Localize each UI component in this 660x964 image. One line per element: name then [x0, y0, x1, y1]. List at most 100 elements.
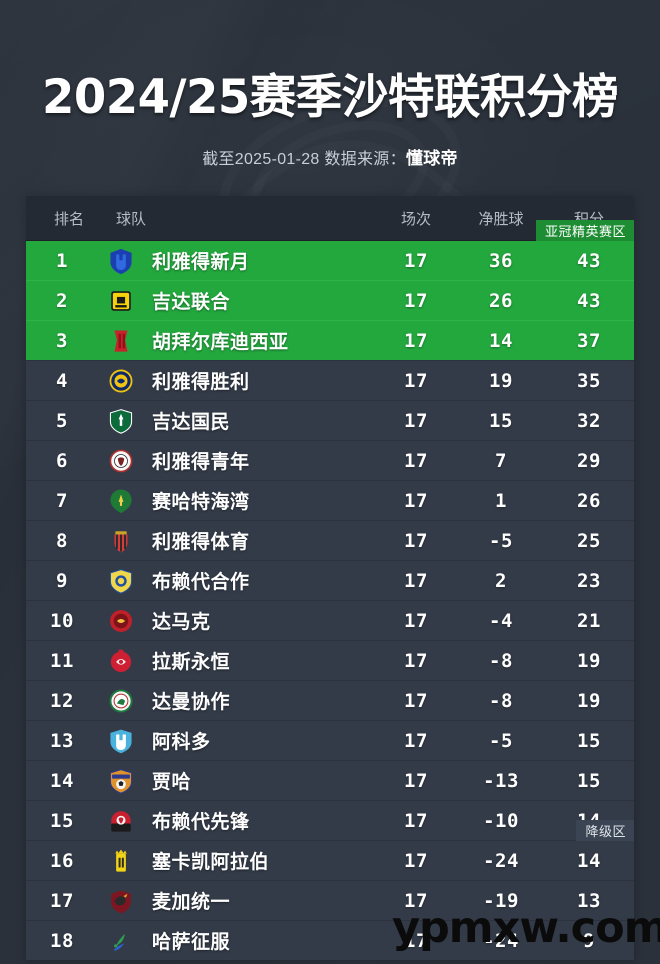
table-row[interactable]: 9 布赖代合作 17 2 23 — [26, 560, 634, 600]
table-row[interactable]: 13 阿科多 17 -5 15 — [26, 720, 634, 760]
table-row[interactable]: 6 利雅得青年 17 7 29 — [26, 440, 634, 480]
cell-played: 17 — [404, 289, 428, 312]
al-ettifaq-crest-icon — [98, 688, 144, 714]
cell-goal-difference: -24 — [483, 849, 519, 872]
cell-rank: 3 — [56, 329, 68, 352]
cell-team-name[interactable]: 吉达国民 — [152, 411, 231, 433]
cell-rank: 5 — [56, 409, 68, 432]
table-header-row: 排名 球队 场次 净胜球 积分 — [26, 196, 634, 240]
cell-rank: 12 — [50, 689, 74, 712]
cell-points: 43 — [577, 289, 601, 312]
cell-rank: 17 — [50, 889, 74, 912]
table-row[interactable]: 亚冠精英赛区 1 利雅得新月 17 36 43 — [26, 220, 634, 280]
al-ahli-crest-icon — [98, 408, 144, 434]
table-row[interactable]: 5 吉达国民 17 15 32 — [26, 400, 634, 440]
cell-goal-difference: -5 — [489, 729, 513, 752]
cell-points: 15 — [577, 769, 601, 792]
cell-goal-difference: 36 — [489, 249, 513, 272]
table-row[interactable]: 降级区 16 塞卡凯阿拉伯 17 -24 14 — [26, 820, 634, 880]
al-wehda-crest-icon — [98, 888, 144, 914]
table-row[interactable]: 11 拉斯永恒 17 -8 19 — [26, 640, 634, 680]
cell-goal-difference: -8 — [489, 689, 513, 712]
cell-goal-difference: -4 — [489, 609, 513, 632]
cell-team-name[interactable]: 利雅得体育 — [152, 531, 250, 553]
cell-played: 17 — [404, 489, 428, 512]
cell-team-name[interactable]: 赛哈特海湾 — [152, 491, 250, 513]
cell-played: 17 — [404, 569, 428, 592]
cell-played: 17 — [404, 369, 428, 392]
cell-rank: 6 — [56, 449, 68, 472]
cell-rank: 4 — [56, 369, 68, 392]
al-ittihad-crest-icon — [98, 288, 144, 314]
al-qadsiah-crest-icon — [98, 328, 144, 354]
cell-team-name[interactable]: 阿科多 — [152, 731, 211, 753]
cell-rank: 2 — [56, 289, 68, 312]
cell-played: 17 — [404, 889, 428, 912]
al-taawoun-crest-icon — [98, 568, 144, 594]
cell-goal-difference: 2 — [495, 569, 507, 592]
cell-team-name[interactable]: 哈萨征服 — [152, 931, 231, 953]
cell-goal-difference: -8 — [489, 649, 513, 672]
al-raed-crest-icon — [98, 808, 144, 834]
cell-team-name[interactable]: 塞卡凯阿拉伯 — [152, 851, 270, 873]
page-title: 2024/25赛季沙特联积分榜 — [41, 70, 619, 125]
standings-table: 排名 球队 场次 净胜球 积分 亚冠精英赛区 1 利雅得新月 17 36 43 2 吉达联合 1… — [26, 196, 634, 960]
cell-goal-difference: 7 — [495, 449, 507, 472]
cell-goal-difference: 15 — [489, 409, 513, 432]
cell-played: 17 — [404, 329, 428, 352]
table-row[interactable]: 14 贾哈 17 -13 15 — [26, 760, 634, 800]
cell-goal-difference: 19 — [489, 369, 513, 392]
cell-rank: 9 — [56, 569, 68, 592]
zone-badge-relegation: 降级区 — [576, 820, 634, 841]
cell-played: 17 — [404, 729, 428, 752]
table-row[interactable]: 12 达曼协作 17 -8 19 — [26, 680, 634, 720]
cell-goal-difference: 1 — [495, 489, 507, 512]
subtitle-prefix: 截至2025-01-28 数据来源： — [202, 151, 406, 168]
cell-team-name[interactable]: 利雅得青年 — [152, 451, 250, 473]
cell-goal-difference: 14 — [489, 329, 513, 352]
al-riyadh-crest-icon — [98, 528, 144, 554]
table-row[interactable]: 18 哈萨征服 17 -24 9 — [26, 920, 634, 960]
cell-team-name[interactable]: 达马克 — [152, 611, 211, 633]
cell-rank: 1 — [56, 249, 68, 272]
cell-team-name[interactable]: 布赖代合作 — [152, 571, 250, 593]
cell-team-name[interactable]: 利雅得新月 — [152, 251, 250, 273]
header-block: 2024/25赛季沙特联积分榜 截至2025-01-28 数据来源：懂球帝 — [0, 0, 660, 169]
table-row[interactable]: 10 达马克 17 -4 21 — [26, 600, 634, 640]
cell-played: 17 — [404, 249, 428, 272]
zone-badge-acl-elite: 亚冠精英赛区 — [535, 220, 634, 241]
cell-goal-difference: 26 — [489, 289, 513, 312]
cell-points: 15 — [577, 729, 601, 752]
cell-played: 17 — [404, 529, 428, 552]
cell-team-name[interactable]: 贾哈 — [152, 771, 192, 793]
cell-team-name[interactable]: 胡拜尔库迪西亚 — [152, 331, 289, 353]
cell-rank: 7 — [56, 489, 68, 512]
al-nassr-crest-icon — [98, 368, 144, 394]
cell-team-name[interactable]: 拉斯永恒 — [152, 651, 231, 673]
cell-team-name[interactable]: 麦加统一 — [152, 891, 231, 913]
cell-rank: 10 — [50, 609, 74, 632]
cell-team-name[interactable]: 吉达联合 — [152, 291, 231, 313]
cell-rank: 15 — [50, 809, 74, 832]
cell-played: 17 — [404, 409, 428, 432]
table-row[interactable]: 2 吉达联合 17 26 43 — [26, 280, 634, 320]
cell-played: 17 — [404, 449, 428, 472]
table-row[interactable]: 3 胡拜尔库迪西亚 17 14 37 — [26, 320, 634, 360]
cell-goal-difference: -19 — [483, 889, 519, 912]
cell-rank: 14 — [50, 769, 74, 792]
table-row[interactable]: 7 赛哈特海湾 17 1 26 — [26, 480, 634, 520]
page-subtitle: 截至2025-01-28 数据来源：懂球帝 — [0, 144, 660, 169]
cell-played: 17 — [404, 929, 428, 952]
cell-goal-difference: -5 — [489, 529, 513, 552]
table-row[interactable]: 8 利雅得体育 17 -5 25 — [26, 520, 634, 560]
cell-team-name[interactable]: 布赖代先锋 — [152, 811, 250, 833]
cell-played: 17 — [404, 769, 428, 792]
cell-rank: 18 — [50, 929, 74, 952]
cell-team-name[interactable]: 利雅得胜利 — [152, 371, 250, 393]
table-row[interactable]: 4 利雅得胜利 17 19 35 — [26, 360, 634, 400]
table-row[interactable]: 17 麦加统一 17 -19 13 — [26, 880, 634, 920]
cell-team-name[interactable]: 达曼协作 — [152, 691, 231, 713]
cell-points: 37 — [577, 329, 601, 352]
cell-points: 43 — [577, 249, 601, 272]
